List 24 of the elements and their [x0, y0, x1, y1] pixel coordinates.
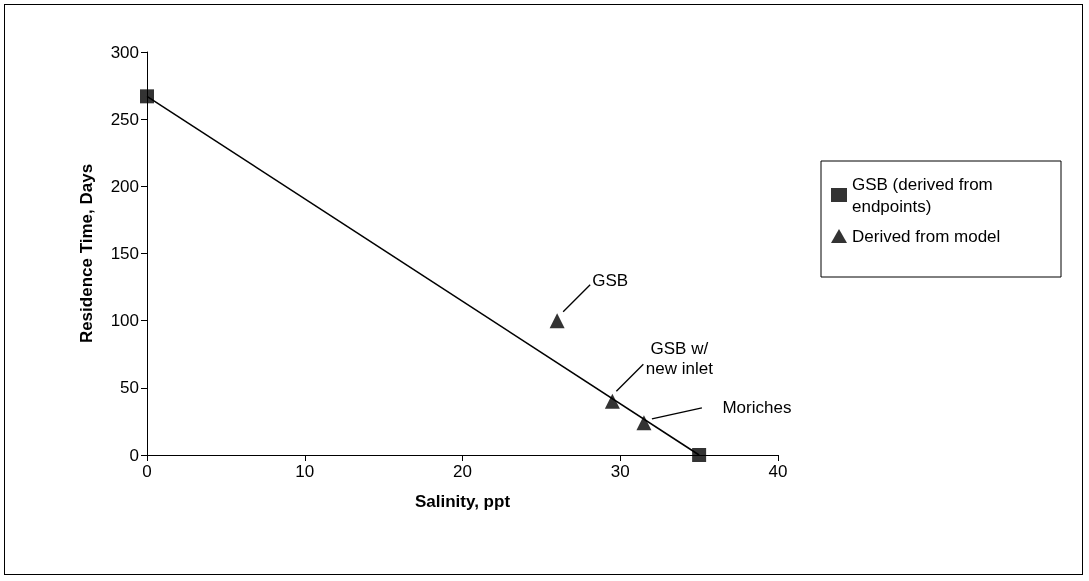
annotation: GSB — [591, 270, 630, 291]
point — [549, 313, 565, 329]
y-axis-title: Residence Time, Days — [77, 163, 96, 344]
x-tick-label: 20 — [453, 462, 472, 481]
y-tick-label: 0 — [129, 445, 139, 465]
x-tick-label: 30 — [610, 462, 630, 481]
x-axis-title: Salinity, ppt — [414, 492, 511, 511]
annotation: GSB w/ new inlet — [644, 339, 714, 380]
point — [692, 448, 707, 462]
point — [604, 393, 620, 409]
point — [140, 89, 154, 104]
point — [636, 415, 652, 431]
y-tick-label: 250 — [110, 109, 139, 129]
annotation: Moriches — [721, 397, 793, 418]
legend-label: Derived from model — [852, 226, 1001, 246]
y-tick-label: 300 — [110, 42, 139, 62]
x-tick-label: 10 — [295, 462, 315, 481]
y-tick-label: 150 — [110, 244, 139, 263]
x-tick-label: 40 — [768, 462, 788, 481]
x-tick-label: 0 — [142, 462, 152, 481]
y-tick-label: 50 — [120, 378, 139, 398]
y-tick-label: 200 — [110, 176, 139, 196]
y-tick-label: 100 — [110, 311, 139, 331]
legend-label: GSB (derived from endpoints) — [852, 174, 998, 216]
